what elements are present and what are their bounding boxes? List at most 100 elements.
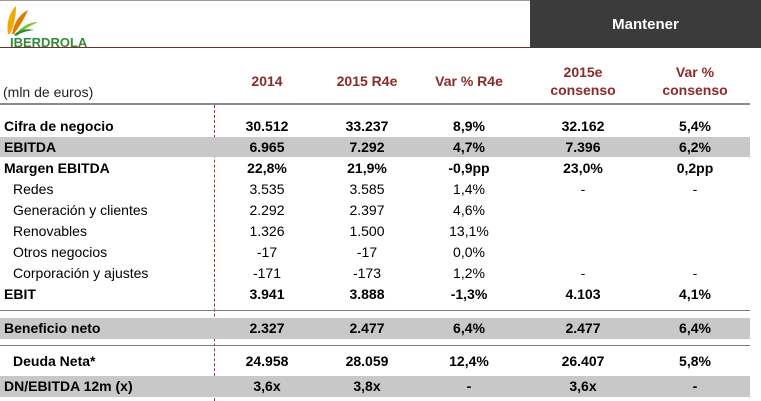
unit-label: (mln de euros) [3,84,94,100]
row-label: EBITDA [4,139,57,155]
recommendation-label: Mantener [612,15,679,33]
row-label: Beneficio neto [4,320,101,336]
table-row: EBIT 3.941 3.888 -1,3% 4.103 4,1% [0,284,750,304]
value-consenso: - [580,181,586,197]
value-var-consenso: 4,1% [679,286,711,302]
iberdrola-logo: IBERDROLA [2,4,122,50]
value-var-consenso: 5,4% [679,118,711,134]
value-2014: 6.965 [249,139,285,155]
value-2014: -171 [252,265,282,281]
row-label: Deuda Neta* [13,353,96,369]
row-label: DN/EBITDA 12m (x) [4,378,133,394]
column-header-var-consenso: Var % consenso [662,64,728,98]
value-2015-r4e: 2.397 [349,202,385,218]
value-var-r4e: - [466,378,472,394]
table-row: Deuda Neta* 24.958 28.059 12,4% 26.407 5… [0,351,750,371]
value-var-r4e: 6,4% [453,320,485,336]
table-row: Corporación y ajustes -171 -173 1,2% - - [0,263,750,283]
value-var-consenso: - [692,378,698,394]
value-var-r4e: 0,0% [453,244,485,260]
row-label: Redes [13,181,54,197]
row-label: Otros negocios [13,244,108,260]
value-consenso: 4.103 [565,286,601,302]
label-column-divider [214,105,215,401]
value-2014: 30.512 [245,118,289,134]
value-var-consenso [658,221,732,241]
value-consenso: 7.396 [565,139,601,155]
value-var-r4e: 4,6% [453,202,485,218]
table-row: Renovables 1.326 1.500 13,1% [0,221,750,241]
table-row: Beneficio neto 2.327 2.477 6,4% 2.477 6,… [0,318,750,339]
row-label: EBIT [4,286,36,302]
value-2015-r4e: 7.292 [349,139,385,155]
value-2014: 2.327 [249,320,285,336]
table-row: Otros negocios -17 -17 0,0% [0,242,750,262]
value-var-consenso: 6,4% [679,320,711,336]
table-row: DN/EBITDA 12m (x) 3,6x 3,8x - 3,6x - [0,376,750,397]
value-var-consenso: 6,2% [679,139,711,155]
value-consenso [546,200,620,220]
value-var-consenso: 0,2pp [676,160,714,176]
value-var-consenso: - [692,265,698,281]
value-2015-r4e: 28.059 [345,353,389,369]
value-2014: 3.535 [249,181,285,197]
value-consenso: 26.407 [561,353,605,369]
value-consenso: 32.162 [561,118,605,134]
table-row: Generación y clientes 2.292 2.397 4,6% [0,200,750,220]
value-2015-r4e: 2.477 [349,320,385,336]
value-consenso: 3,6x [569,378,597,394]
value-var-r4e: 13,1% [449,223,489,239]
column-header-var-r4e: Var % R4e [435,73,503,89]
column-header-2015e-consenso: 2015e consenso [550,64,616,98]
leaf-icon [7,6,38,36]
value-2014: 1.326 [249,223,285,239]
value-var-r4e: 1,4% [453,181,485,197]
value-2015-r4e: 21,9% [347,160,387,176]
value-2014: 2.292 [249,202,285,218]
section-separator [0,310,750,311]
value-2015-r4e: 3,8x [353,378,381,394]
table-row: Cifra de negocio 30.512 33.237 8,9% 32.1… [0,116,750,136]
value-consenso: 2.477 [565,320,601,336]
value-2015-r4e: 3.585 [349,181,385,197]
value-2014: -17 [256,244,278,260]
value-var-r4e: 4,7% [453,139,485,155]
recommendation-badge: Mantener [530,0,761,48]
row-label: Cifra de negocio [4,118,114,134]
table-row: Redes 3.535 3.585 1,4% - - [0,179,750,199]
value-2014: 22,8% [247,160,287,176]
value-var-r4e: -0,9pp [448,160,490,176]
value-2015-r4e: -173 [352,265,382,281]
value-var-r4e: 1,2% [453,265,485,281]
value-var-consenso: - [692,181,698,197]
value-2014: 3.941 [249,286,285,302]
value-var-r4e: 12,4% [449,353,489,369]
header-separator [0,103,750,105]
value-var-r4e: 8,9% [453,118,485,134]
value-2014: 24.958 [245,353,289,369]
table-row: Margen EBITDA 22,8% 21,9% -0,9pp 23,0% 0… [0,158,750,178]
table-row: EBITDA 6.965 7.292 4,7% 7.396 6,2% [0,137,750,157]
value-consenso [546,242,620,262]
row-label: Generación y clientes [13,202,148,218]
column-header-2014: 2014 [251,73,283,89]
value-var-consenso [658,200,732,220]
header-rule [0,47,530,48]
row-label: Corporación y ajustes [13,265,149,281]
brand-name: IBERDROLA [10,35,88,50]
value-consenso: 23,0% [563,160,603,176]
value-consenso [546,221,620,241]
value-var-consenso: 5,8% [679,353,711,369]
value-2015-r4e: 3.888 [349,286,385,302]
section-separator [0,345,750,346]
column-header-2015-r4e: 2015 R4e [336,73,398,89]
value-2015-r4e: 33.237 [345,118,389,134]
row-label: Renovables [13,223,87,239]
top-rule [0,0,761,1]
value-2015-r4e: -17 [356,244,378,260]
value-var-consenso [658,242,732,262]
value-consenso: - [580,265,586,281]
value-var-r4e: -1,3% [450,286,488,302]
value-2015-r4e: 1.500 [349,223,385,239]
row-label: Margen EBITDA [4,160,110,176]
